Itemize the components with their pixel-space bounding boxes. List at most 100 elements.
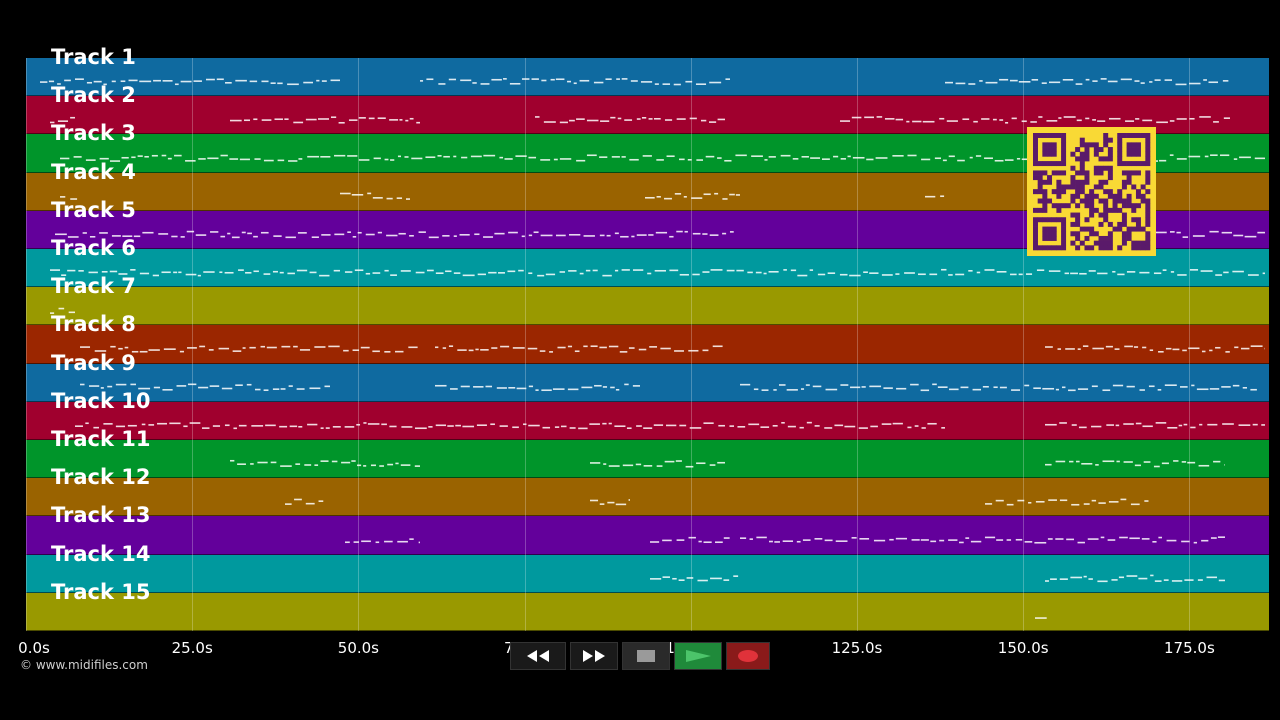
- qr-module: [1145, 170, 1151, 176]
- qr-module: [1117, 142, 1123, 148]
- qr-module: [1084, 203, 1090, 209]
- qr-module: [1075, 147, 1081, 153]
- fast-forward-button[interactable]: [570, 642, 618, 670]
- transport-controls: [510, 642, 770, 670]
- qr-module: [1098, 235, 1104, 241]
- qr-module: [1103, 203, 1109, 209]
- qr-module: [1051, 133, 1057, 138]
- qr-module: [1089, 226, 1095, 232]
- qr-module: [1047, 231, 1053, 237]
- qr-module: [1098, 198, 1104, 204]
- qr-module: [1037, 207, 1043, 213]
- qr-module: [1135, 133, 1141, 138]
- qr-module: [1140, 226, 1146, 232]
- rewind-icon: [527, 650, 549, 662]
- qr-module: [1103, 207, 1109, 213]
- qr-module: [1103, 133, 1109, 138]
- qr-module: [1075, 179, 1081, 185]
- qr-module: [1112, 207, 1118, 213]
- qr-module: [1103, 235, 1109, 241]
- qr-module: [1107, 175, 1113, 181]
- qr-module: [1061, 133, 1067, 138]
- track-lane[interactable]: [26, 401, 1269, 440]
- qr-module: [1098, 170, 1104, 176]
- qr-module: [1131, 184, 1137, 190]
- track-lane[interactable]: [26, 554, 1269, 593]
- qr-module: [1079, 156, 1085, 162]
- rewind-button[interactable]: [510, 642, 566, 670]
- qr-module: [1126, 203, 1132, 209]
- qr-module: [1070, 151, 1076, 157]
- qr-module: [1121, 203, 1127, 209]
- qr-module: [1051, 189, 1057, 195]
- track-lane[interactable]: [26, 440, 1269, 479]
- qr-module: [1070, 184, 1076, 190]
- track-label: Track 3: [51, 121, 136, 146]
- qr-module: [1037, 170, 1043, 176]
- qr-module: [1107, 156, 1113, 162]
- track-lane[interactable]: [26, 58, 1269, 97]
- qr-module: [1084, 198, 1090, 204]
- qr-module: [1117, 193, 1123, 199]
- qr-module: [1121, 221, 1127, 227]
- timeline-gridline: [358, 58, 360, 631]
- track-label: Track 2: [51, 83, 136, 108]
- qr-module: [1107, 170, 1113, 176]
- qr-module: [1056, 217, 1062, 223]
- qr-module: [1126, 161, 1132, 167]
- qr-module: [1135, 170, 1141, 176]
- track-lane[interactable]: [26, 363, 1269, 402]
- track-label: Track 11: [51, 427, 151, 451]
- qr-module: [1103, 245, 1109, 251]
- qr-module: [1075, 217, 1081, 223]
- qr-module: [1042, 189, 1048, 195]
- qr-module: [1033, 170, 1038, 176]
- track-label: Track 7: [51, 274, 136, 299]
- qr-module: [1121, 240, 1127, 246]
- qr-module: [1037, 161, 1043, 167]
- qr-module: [1126, 198, 1132, 204]
- qr-module: [1135, 151, 1141, 157]
- qr-module: [1145, 198, 1151, 204]
- qr-module: [1033, 151, 1038, 157]
- qr-module: [1140, 161, 1146, 167]
- qr-module: [1042, 226, 1048, 232]
- stop-icon: [637, 650, 655, 662]
- track-lane[interactable]: [26, 287, 1269, 326]
- qr-module: [1037, 189, 1043, 195]
- track-label: Track 9: [51, 350, 136, 375]
- qr-module: [1037, 198, 1043, 204]
- qr-module: [1047, 198, 1053, 204]
- play-button[interactable]: [674, 642, 722, 670]
- timeline-gridline: [192, 58, 194, 631]
- track-lane[interactable]: [26, 325, 1269, 364]
- qr-module: [1084, 235, 1090, 241]
- record-button[interactable]: [726, 642, 770, 670]
- track-lane[interactable]: [26, 592, 1269, 631]
- qr-module: [1070, 198, 1076, 204]
- track-lane[interactable]: [26, 516, 1269, 555]
- qr-module: [1121, 170, 1127, 176]
- qr-module: [1107, 231, 1113, 237]
- stop-button[interactable]: [622, 642, 670, 670]
- track-label: Track 15: [51, 579, 151, 604]
- qr-module: [1117, 221, 1123, 227]
- qr-module: [1093, 231, 1099, 237]
- timeline-tick-label: 125.0s: [831, 639, 883, 657]
- qr-module: [1042, 142, 1048, 148]
- qr-module: [1135, 193, 1141, 199]
- qr-module: [1135, 147, 1141, 153]
- qr-module: [1107, 245, 1113, 251]
- qr-module: [1135, 161, 1141, 167]
- qr-module: [1145, 133, 1151, 138]
- qr-module: [1089, 193, 1095, 199]
- qr-module: [1098, 221, 1104, 227]
- timeline-gridline: [1023, 58, 1025, 631]
- track-lane[interactable]: [26, 478, 1269, 517]
- qr-module: [1131, 203, 1137, 209]
- qr-module: [1107, 147, 1113, 153]
- qr-module: [1117, 161, 1123, 167]
- qr-module: [1145, 189, 1151, 195]
- qr-module: [1140, 193, 1146, 199]
- qr-module: [1047, 175, 1053, 181]
